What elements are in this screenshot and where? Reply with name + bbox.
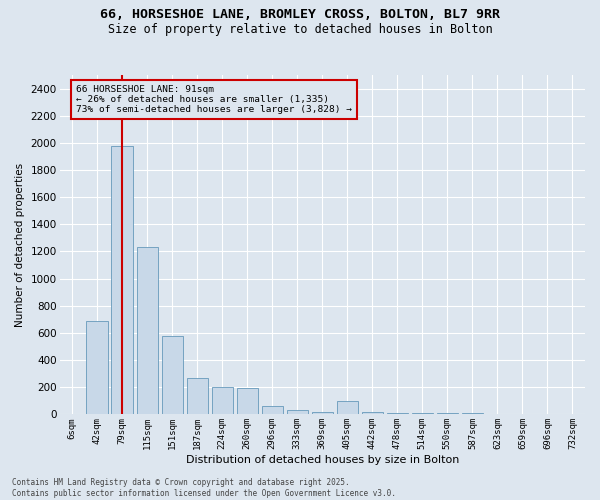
Text: 66 HORSESHOE LANE: 91sqm
← 26% of detached houses are smaller (1,335)
73% of sem: 66 HORSESHOE LANE: 91sqm ← 26% of detach…	[76, 84, 352, 114]
Bar	[362, 412, 383, 414]
Bar	[161, 336, 183, 414]
Bar	[462, 413, 483, 414]
Bar	[137, 248, 158, 414]
Bar	[262, 406, 283, 414]
Bar	[437, 413, 458, 414]
Bar	[112, 146, 133, 414]
Bar	[311, 412, 333, 414]
Bar	[287, 410, 308, 414]
Text: Contains HM Land Registry data © Crown copyright and database right 2025.
Contai: Contains HM Land Registry data © Crown c…	[12, 478, 396, 498]
Text: Size of property relative to detached houses in Bolton: Size of property relative to detached ho…	[107, 22, 493, 36]
Bar	[387, 413, 408, 414]
Y-axis label: Number of detached properties: Number of detached properties	[15, 162, 25, 327]
Bar	[212, 388, 233, 414]
Text: 66, HORSESHOE LANE, BROMLEY CROSS, BOLTON, BL7 9RR: 66, HORSESHOE LANE, BROMLEY CROSS, BOLTO…	[100, 8, 500, 20]
Bar	[187, 378, 208, 414]
Bar	[86, 322, 108, 414]
Bar	[412, 413, 433, 414]
X-axis label: Distribution of detached houses by size in Bolton: Distribution of detached houses by size …	[185, 455, 459, 465]
Bar	[337, 401, 358, 414]
Bar	[236, 388, 258, 414]
